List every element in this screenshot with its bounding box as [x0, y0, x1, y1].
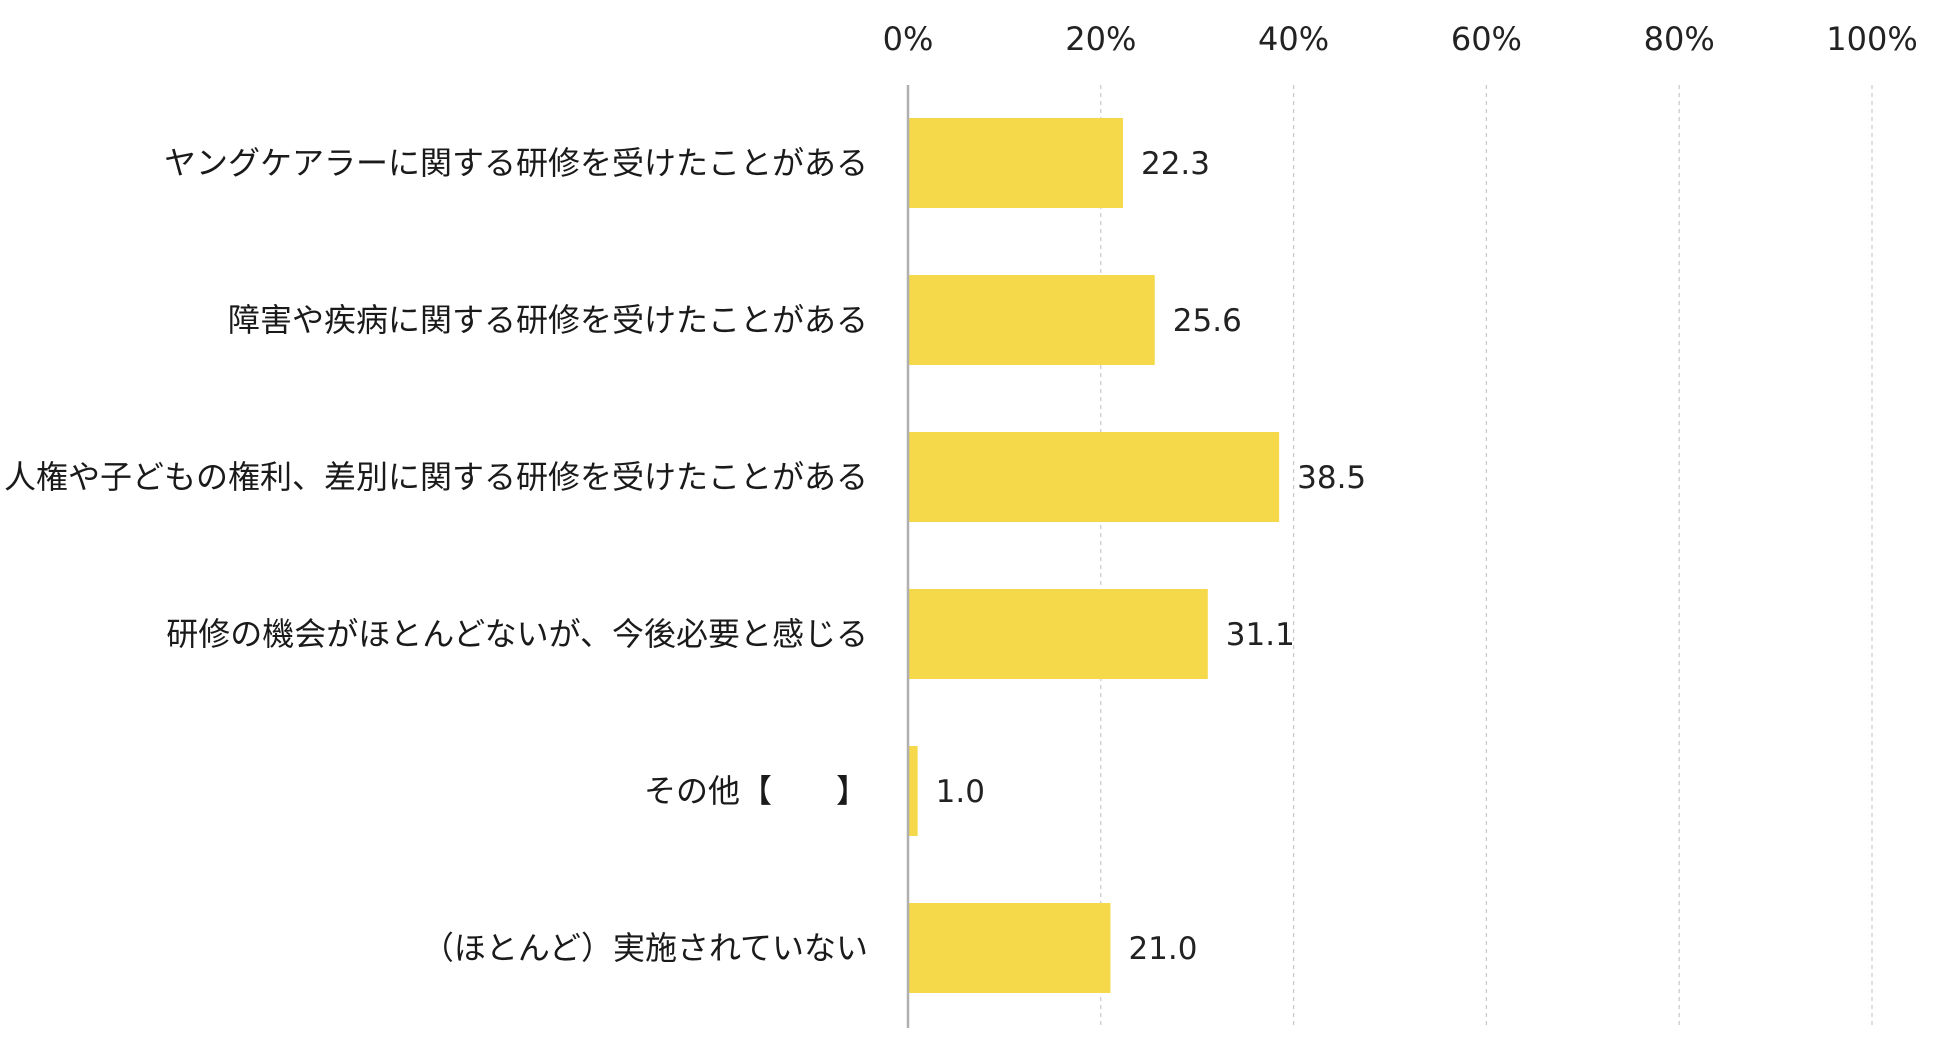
bar-5: [908, 903, 1111, 993]
bar-0: [908, 118, 1123, 208]
bar-3: [908, 589, 1208, 679]
bar-4: [908, 746, 918, 836]
category-label-3: 研修の機会がほとんどないが、今後必要と感じる: [166, 615, 868, 653]
grid-lines: [1100, 85, 1873, 1028]
category-label-1: 障害や疾病に関する研修を受けたことがある: [228, 301, 868, 339]
x-tick-label-100: 100%: [1826, 20, 1917, 58]
value-labels: 22.3 25.6 38.5 31.1 1.0 21.0: [936, 146, 1367, 967]
x-tick-label-20: 20%: [1065, 20, 1136, 58]
x-tick-label-40: 40%: [1258, 20, 1329, 58]
category-label-0: ヤングケアラーに関する研修を受けたことがある: [164, 144, 868, 182]
bar-1: [908, 275, 1155, 365]
value-label-3: 31.1: [1226, 617, 1295, 653]
x-tick-labels: 0% 20% 40% 60% 80% 100%: [883, 20, 1918, 58]
value-label-2: 38.5: [1297, 460, 1366, 496]
value-label-1: 25.6: [1173, 303, 1242, 339]
value-label-0: 22.3: [1141, 146, 1210, 182]
category-label-5: （ほとんど）実施されていない: [422, 929, 868, 967]
bars: [908, 118, 1280, 993]
value-label-5: 21.0: [1128, 931, 1197, 967]
x-tick-label-80: 80%: [1644, 20, 1715, 58]
category-labels: ヤングケアラーに関する研修を受けたことがある障害や疾病に関する研修を受けたことが…: [4, 144, 868, 967]
category-label-4: その他【 】: [644, 772, 868, 810]
category-label-2: 人権や子どもの権利、差別に関する研修を受けたことがある: [4, 458, 868, 496]
x-tick-label-0: 0%: [883, 20, 934, 58]
bar-2: [908, 432, 1280, 522]
x-tick-label-60: 60%: [1451, 20, 1522, 58]
value-label-4: 1.0: [936, 774, 985, 810]
